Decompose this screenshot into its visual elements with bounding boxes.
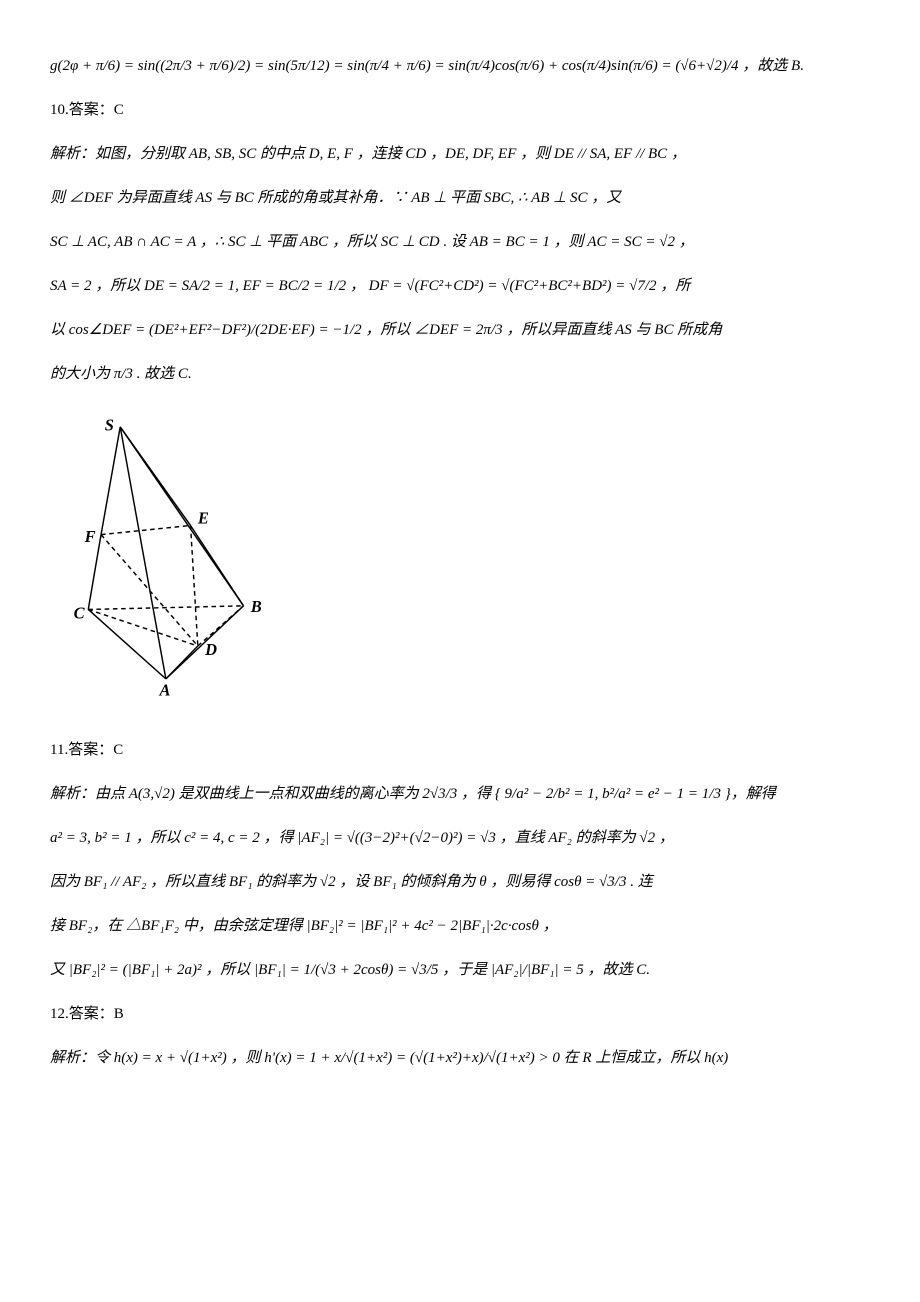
q10-p4: SA = 2 ，所以 DE = SA/2 = 1, EF = BC/2 = 1/… — [50, 268, 870, 304]
q11-p1: 解析：由点 A(3,√2) 是双曲线上一点和双曲线的离心率为 2√3/3 ，得 … — [50, 776, 870, 812]
q10-head: 10.答案：C — [50, 92, 870, 128]
q10-p5: 以 cos∠DEF = (DE²+EF²−DF²)/(2DE·EF) = −1/… — [50, 312, 870, 348]
q10-p6: 的大小为 π/3 . 故选 C. — [50, 356, 870, 392]
geometry-diagram: S F E C B D A — [70, 402, 280, 722]
eq9-final: g(2φ + π/6) = sin((2π/3 + π/6)/2) = sin(… — [50, 48, 870, 84]
svg-text:S: S — [105, 416, 114, 435]
svg-text:F: F — [84, 527, 96, 546]
q11-p2: a² = 3, b² = 1 ，所以 c² = 4, c = 2 ，得 |AF₂… — [50, 820, 870, 856]
svg-text:E: E — [197, 509, 209, 528]
q12-p1: 解析：令 h(x) = x + √(1+x²) ，则 h'(x) = 1 + x… — [50, 1040, 870, 1076]
svg-text:C: C — [74, 604, 86, 623]
q10-p2: 则 ∠DEF 为异面直线 AS 与 BC 所成的角或其补角．∵ AB ⊥ 平面 … — [50, 180, 870, 216]
svg-text:B: B — [250, 597, 262, 616]
q11-p3: 因为 BF₁ // AF₂ ，所以直线 BF₁ 的斜率为 √2 ，设 BF₁ 的… — [50, 864, 870, 900]
q10-p1: 解析：如图，分别取 AB, SB, SC 的中点 D, E, F ，连接 CD … — [50, 136, 870, 172]
svg-text:D: D — [204, 640, 217, 659]
q11-p4: 接 BF₂，在 △BF₁F₂ 中，由余弦定理得 |BF₂|² = |BF₁|² … — [50, 908, 870, 944]
q11-p5: 又 |BF₂|² = (|BF₁| + 2a)² ，所以 |BF₁| = 1/(… — [50, 952, 870, 988]
q11-head: 11.答案：C — [50, 732, 870, 768]
q10-p3: SC ⊥ AC, AB ∩ AC = A ，∴ SC ⊥ 平面 ABC ，所以 … — [50, 224, 870, 260]
svg-text:A: A — [158, 680, 170, 699]
q12-head: 12.答案：B — [50, 996, 870, 1032]
